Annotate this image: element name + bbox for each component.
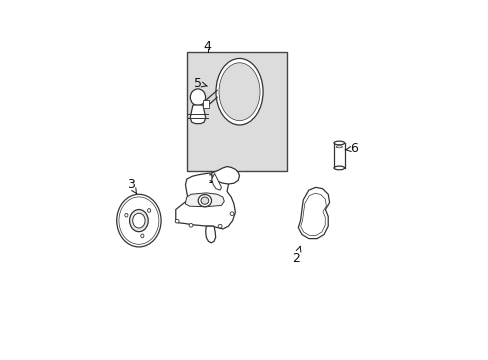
- Polygon shape: [205, 226, 215, 243]
- Ellipse shape: [119, 197, 159, 244]
- Ellipse shape: [147, 208, 150, 212]
- Ellipse shape: [333, 141, 344, 145]
- Ellipse shape: [117, 194, 161, 247]
- Ellipse shape: [190, 89, 205, 105]
- Ellipse shape: [198, 194, 211, 207]
- Polygon shape: [190, 105, 205, 123]
- Polygon shape: [175, 173, 235, 229]
- Ellipse shape: [335, 146, 342, 148]
- Polygon shape: [300, 193, 325, 235]
- Ellipse shape: [230, 212, 233, 216]
- Bar: [186, 51, 286, 171]
- Ellipse shape: [201, 197, 208, 204]
- Polygon shape: [298, 187, 329, 239]
- Ellipse shape: [216, 58, 263, 125]
- Ellipse shape: [132, 213, 145, 228]
- Bar: [203, 100, 208, 108]
- Ellipse shape: [175, 219, 179, 223]
- Text: 2: 2: [292, 246, 300, 265]
- Ellipse shape: [333, 166, 344, 170]
- Ellipse shape: [129, 210, 148, 232]
- Polygon shape: [211, 167, 239, 184]
- Polygon shape: [185, 193, 224, 207]
- Ellipse shape: [218, 224, 222, 228]
- Text: 5: 5: [194, 77, 207, 90]
- Ellipse shape: [222, 68, 256, 116]
- Text: 3: 3: [127, 178, 137, 194]
- Text: 6: 6: [345, 142, 358, 155]
- Ellipse shape: [189, 224, 193, 227]
- Polygon shape: [211, 174, 221, 190]
- Text: 4: 4: [203, 40, 211, 53]
- Ellipse shape: [219, 63, 260, 121]
- Ellipse shape: [124, 213, 128, 217]
- Text: 1: 1: [207, 172, 215, 185]
- Ellipse shape: [141, 234, 143, 238]
